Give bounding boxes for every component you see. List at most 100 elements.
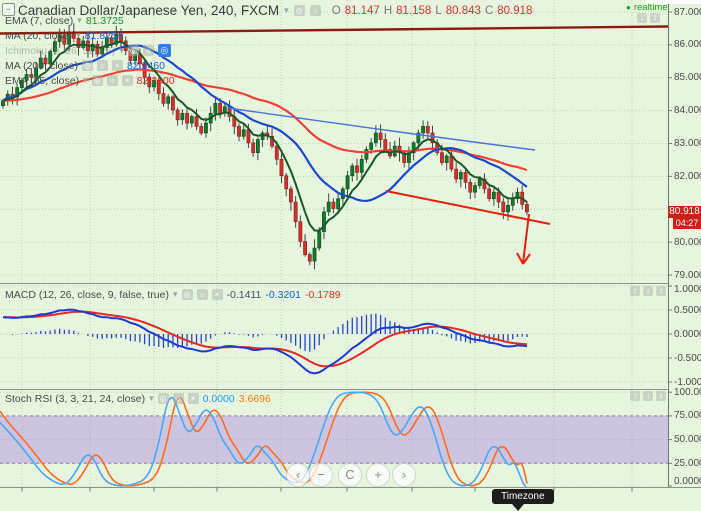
trendline-descending[interactable] [385, 190, 551, 225]
down-arrow-drawing[interactable] [516, 213, 531, 265]
tooltip-arrow-icon [512, 504, 524, 511]
gear-icon[interactable]: ☼ [106, 75, 118, 86]
collapse-icon[interactable]: − [2, 3, 15, 16]
study-label: Ichimoku (9, 26, 52, 26) [5, 44, 116, 57]
price-axis-label: 86.000 [674, 39, 701, 51]
gear-icon[interactable]: ☼ [196, 289, 208, 300]
chevron-down-icon[interactable]: ▾ [83, 75, 88, 85]
legend-row-ichimoku[interactable]: Ichimoku (9, 26, 52, 26) ▾ ◎ ☼ ◎ [5, 44, 171, 57]
pane-maximize-icon[interactable]: ↕ [650, 13, 660, 23]
stoch-axis-label: 25.0000 [674, 457, 701, 469]
reset-chart-button[interactable]: C [338, 463, 362, 487]
chevron-down-icon[interactable]: ▾ [77, 15, 82, 25]
zoom-out-button[interactable]: − [309, 463, 333, 487]
realtime-status: ● realtime [626, 2, 668, 13]
eye-icon[interactable]: ◎ [181, 289, 193, 300]
open-value: 81.147 [344, 4, 380, 17]
pane-maximize-icon[interactable]: ↕ [656, 391, 666, 401]
gear-icon[interactable]: ☼ [96, 60, 108, 71]
pane-down-icon[interactable]: ↓ [643, 391, 653, 401]
price-axis-label: 79.000 [674, 269, 701, 281]
close-icon[interactable]: × [111, 60, 123, 71]
legend-row-macd[interactable]: MACD (12, 26, close, 9, false, true) ▾ ◎… [5, 288, 341, 301]
ohlc-readout: O 81.147 H 81.158 L 80.843 C 80.918 [332, 5, 533, 17]
pane-down-icon[interactable]: ↓ [637, 13, 647, 23]
study-value: 82.2600 [136, 74, 175, 87]
macd-hist-value: -0.1411 [226, 288, 262, 301]
study-label: MACD (12, 26, close, 9, false, true) [5, 288, 169, 301]
pane-maximize-icon[interactable]: ↕ [656, 286, 666, 296]
macd-axis-label: 1.0000 [674, 283, 701, 295]
window-edge [645, 0, 701, 4]
ma200-line [227, 107, 536, 151]
price-pane-buttons: ↓ ↕ [637, 13, 660, 23]
study-label: MA (20, close) [5, 29, 73, 42]
status-dot-icon: ● [626, 3, 631, 12]
chevron-down-icon[interactable]: ▾ [172, 289, 178, 299]
gear-icon[interactable]: ☼ [309, 5, 321, 16]
price-axis-label: 85.000 [674, 72, 701, 84]
high-value: 81.158 [396, 4, 432, 17]
stoch-axis-label: 0.0000 [674, 475, 701, 487]
macd-pane-buttons: ↑ ↓ ↕ [630, 286, 666, 296]
close-label: C [484, 4, 494, 17]
close-icon[interactable]: × [187, 393, 199, 404]
eye-icon[interactable]: ◎ [293, 5, 305, 16]
gear-icon[interactable]: ☼ [172, 393, 184, 404]
eye-icon[interactable]: ◎ [157, 44, 171, 57]
stoch-pane-buttons: ↑ ↓ ↕ [630, 391, 666, 401]
symbol-title[interactable]: Canadian Dollar/Japanese Yen, 240, FXCM [18, 3, 280, 18]
chevron-down-icon[interactable]: ▾ [284, 5, 289, 15]
close-icon[interactable]: × [211, 289, 223, 300]
timezone-tooltip[interactable]: Timezone [492, 489, 554, 504]
chevron-down-icon[interactable]: ▾ [119, 45, 124, 55]
zoom-in-button[interactable]: + [366, 463, 390, 487]
scroll-left-button[interactable]: ‹ [286, 463, 310, 487]
stoch-d-value: 3.6696 [238, 392, 271, 405]
legend-row-ema7[interactable]: EMA (7, close) ▾ 81.3725 [5, 14, 124, 27]
legend-row-stoch-rsi[interactable]: Stoch RSI (3, 3, 21, 24, close) ▾ ◎ ☼ × … [5, 392, 271, 405]
gear-icon[interactable]: ☼ [142, 45, 154, 56]
pane-up-icon[interactable]: ↑ [630, 286, 640, 296]
eye-icon[interactable]: ◎ [91, 75, 103, 86]
chevron-down-icon[interactable]: ▾ [76, 30, 81, 40]
pane-down-icon[interactable]: ↓ [643, 286, 653, 296]
trendline-resistance[interactable] [0, 25, 669, 35]
price-axis-label: 80.000 [674, 236, 701, 248]
study-label: MA (200, close) [5, 59, 78, 72]
price-axis-label: 84.000 [674, 105, 701, 117]
study-label: EMA (7, close) [5, 14, 74, 27]
study-value: 82.9460 [126, 59, 165, 72]
macd-axis-label: 0.0000 [674, 328, 701, 340]
stoch-k-value: 0.0000 [202, 392, 235, 405]
scroll-right-button[interactable]: › [392, 463, 416, 487]
chevron-down-icon[interactable]: ▾ [149, 393, 154, 403]
price-axis-label: 87.000 [674, 6, 701, 18]
low-value: 80.843 [445, 4, 481, 17]
stoch-band [0, 415, 668, 464]
chart-header: Canadian Dollar/Japanese Yen, 240, FXCM … [18, 3, 532, 18]
stoch-axis-label: 50.0000 [674, 434, 701, 446]
macd-line-value: -0.3201 [265, 288, 301, 301]
stoch-axis-label: 75.0000 [674, 410, 701, 422]
close-icon[interactable]: × [121, 75, 133, 86]
time-axis[interactable]: 14:00Feb14:00814:001514:002225Mar [0, 488, 668, 511]
close-value: 80.918 [497, 4, 533, 17]
low-label: L [435, 4, 442, 17]
price-axis[interactable]: 87.000 86.000 85.000 84.000 83.000 82.000 80.0… [668, 0, 701, 487]
eye-icon[interactable]: ◎ [81, 60, 93, 71]
legend-row-ema55[interactable]: EMA (55, close) ▾ ◎ ☼ × 82.2600 [5, 74, 175, 87]
eye-icon[interactable]: ◎ [157, 393, 169, 404]
legend-row-ma200[interactable]: MA (200, close) ◎ ☼ × 82.9460 [5, 59, 165, 72]
ema7-line [2, 40, 528, 232]
pane-up-icon[interactable]: ↑ [630, 391, 640, 401]
study-label: EMA (55, close) [5, 74, 80, 87]
legend-row-ma20[interactable]: MA (20, close) ▾ 81.8254 [5, 29, 123, 42]
eye-icon[interactable]: ◎ [127, 45, 139, 56]
last-price-badge: 80.918 [668, 206, 701, 218]
open-label: O [331, 4, 341, 17]
